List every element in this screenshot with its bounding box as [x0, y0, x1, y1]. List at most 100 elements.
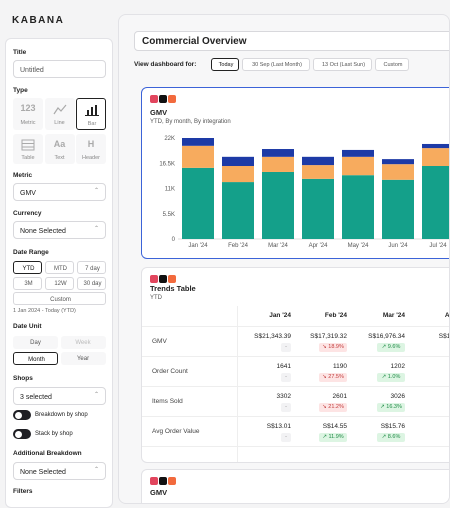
button-label: 13 Oct (Last Sun)	[321, 61, 366, 68]
input-box[interactable]: 3 selected ⌃	[13, 387, 106, 405]
input-value: Untitled	[20, 66, 44, 74]
bar-segment	[302, 178, 334, 239]
y-tick-label: 0	[172, 237, 176, 243]
bar-segment	[222, 182, 254, 239]
view-button[interactable]: Today	[211, 58, 239, 71]
card-title: GMV	[150, 488, 168, 497]
cell-value: 1641	[276, 363, 291, 370]
change-value: ↗ 16.3%	[380, 403, 402, 410]
type-tile[interactable]: Aa Text	[44, 134, 75, 164]
toggle[interactable]	[13, 429, 31, 439]
field-label: Additional Breakdown	[13, 450, 82, 457]
field-label: Date Range	[13, 249, 49, 256]
change-chip: ↘ 18.9%	[319, 343, 347, 352]
date-range-button[interactable]: 12W	[45, 276, 74, 290]
integration-icon	[168, 275, 176, 283]
date-range-button[interactable]: MTD	[45, 261, 74, 274]
column-header: Feb '24	[324, 312, 347, 319]
type-tile[interactable]: Line	[44, 98, 75, 130]
date-unit-button[interactable]: Month	[13, 352, 58, 365]
view-button[interactable]: 30 Sep (Last Month)	[242, 58, 310, 71]
logo: KABANA	[12, 15, 65, 26]
bar-segment	[182, 138, 214, 146]
button-label: 30 day	[83, 281, 102, 287]
cell-value: S$	[403, 424, 449, 431]
row-divider	[142, 416, 449, 417]
x-tick-label: May '24	[348, 243, 369, 249]
change-chip: -	[281, 373, 291, 382]
row-divider	[142, 386, 449, 387]
cell-value: 1190	[333, 363, 347, 370]
integration-icon	[159, 477, 167, 485]
gmv-card: GMV	[141, 469, 449, 503]
integration-icon	[168, 477, 176, 485]
change-chip: ↗ 8.6%	[377, 433, 405, 442]
card-subtitle: YTD, By month, By integration	[150, 119, 231, 125]
bar-segment	[182, 145, 214, 168]
view-button[interactable]: Custom	[375, 58, 409, 71]
type-tile[interactable]: 123 Metric	[13, 98, 43, 130]
column-header: Mar '24	[382, 312, 405, 319]
field-label: Type	[13, 87, 28, 94]
row-divider	[142, 446, 449, 447]
cell-value: 3302	[276, 393, 291, 400]
view-button[interactable]: 13 Oct (Last Sun)	[313, 58, 372, 71]
date-range-button[interactable]: 30 day	[77, 276, 106, 290]
card-title: GMV	[150, 108, 168, 117]
cell-value: 3026	[390, 393, 405, 400]
cell-value: S$21,343.39	[254, 333, 291, 340]
date-range-button[interactable]: Custom	[13, 292, 106, 305]
change-value: ↘ 21.2%	[322, 403, 344, 410]
select-arrow: ⌃	[94, 467, 100, 473]
cell-value: S$17,319.32	[310, 333, 347, 340]
field-label: Filters	[13, 488, 33, 495]
card-title: Trends Table	[150, 284, 196, 293]
type-tile[interactable]: Table	[13, 134, 43, 164]
change-chip: -	[281, 343, 291, 352]
type-icon: H	[87, 139, 95, 149]
date-unit-button[interactable]: Year	[60, 352, 106, 365]
date-unit-button[interactable]: Week	[60, 336, 106, 349]
button-label: 30 Sep (Last Month)	[252, 61, 302, 68]
change-chip: ↘ 21.2%	[319, 403, 347, 412]
input-box[interactable]: None Selected ⌃	[13, 221, 106, 239]
toggle-label: Stack by shop	[35, 431, 73, 437]
select-arrow: ⌃	[94, 392, 100, 398]
input-value: GMV	[20, 189, 36, 197]
type-tile[interactable]: H Header	[76, 134, 106, 164]
bar-segment	[342, 156, 374, 176]
change-value: ↘ 18.9%	[322, 343, 344, 350]
date-unit-button[interactable]: Day	[13, 336, 58, 349]
button-label: Custom	[50, 296, 71, 303]
type-icon	[53, 104, 66, 115]
date-range-button[interactable]: 7 day	[77, 261, 106, 274]
integration-icon	[168, 95, 176, 103]
date-range-button[interactable]: YTD	[13, 261, 42, 274]
field-label: Metric	[13, 172, 33, 179]
input-box[interactable]: None Selected ⌃	[13, 462, 106, 480]
column-divider	[237, 306, 238, 462]
toggle-knob	[14, 430, 22, 438]
cell-value: S$14.55	[322, 423, 347, 430]
change-value: -	[285, 343, 287, 350]
button-label: 3M	[24, 281, 33, 287]
x-tick-label: Jan '24	[188, 243, 208, 249]
bar-segment	[262, 156, 294, 172]
button-label: Month	[28, 356, 45, 363]
type-label: Line	[54, 120, 65, 126]
type-label: Table	[21, 155, 35, 161]
input-box[interactable]: GMV ⌃	[13, 183, 106, 201]
select-arrow: ⌃	[94, 188, 100, 194]
sidebar: Title Untitled Type 123 Metric Line Bar Table Aa…	[5, 38, 113, 508]
title-input[interactable]: Commercial Overview	[134, 31, 449, 51]
date-range-note: 1 Jan 2024 - Today (YTD)	[13, 308, 76, 314]
date-range-button[interactable]: 3M	[13, 276, 42, 290]
type-tile[interactable]: Bar	[76, 98, 106, 130]
bar-segment	[382, 159, 414, 165]
type-icon: Aa	[53, 139, 66, 149]
x-tick-label: Apr '24	[309, 243, 328, 249]
toggle[interactable]	[13, 410, 31, 420]
input-box[interactable]: Untitled	[13, 60, 106, 78]
chart-card: GMV YTD, By month, By integration 0 5.5K 11K…	[141, 87, 449, 259]
type-label: Header	[81, 155, 101, 161]
